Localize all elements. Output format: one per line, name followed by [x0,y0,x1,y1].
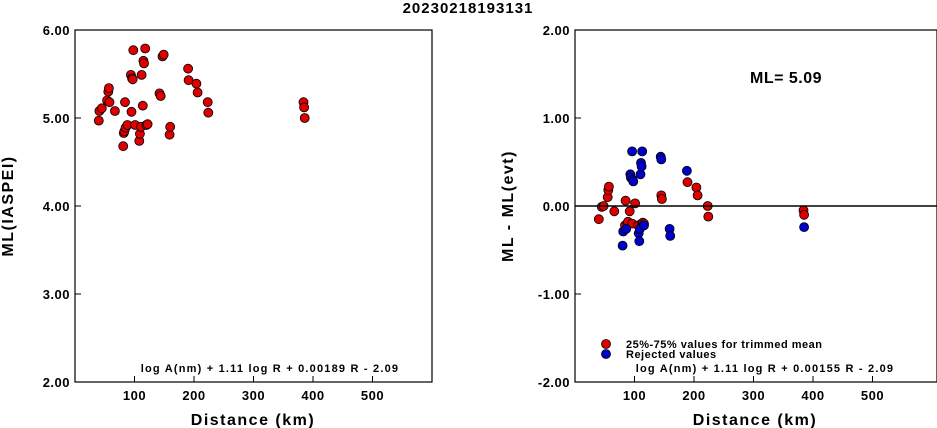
right-y-tick-label: -1.00 [538,287,570,302]
left-accepted-point [120,97,130,108]
right-x-tick-label: 400 [801,388,824,403]
right-y-tick-label: 2.00 [543,23,570,38]
left-accepted-point [140,43,151,54]
right-rejected-point [627,146,637,157]
left-accepted-point [128,45,139,56]
left-accepted-point [142,119,153,130]
left-accepted-point [93,115,104,126]
left-accepted-point [158,49,169,60]
right-accepted-point [604,181,614,192]
right-rejected-point [628,176,639,187]
right-accepted-point [692,190,703,201]
right-y-tick-label: -2.00 [538,375,570,390]
right-x-tick-label: 100 [623,388,646,403]
left-accepted-point [127,74,138,85]
left-x-tick-label: 500 [361,388,384,403]
ml-vs-distance-panel: ML(IASPEI) Distance (km) log A(nm) + 1.1… [0,23,433,428]
legend-rejected-label: Rejected values [626,349,717,361]
right-formula-text: log A(nm) + 1.11 log R + 0.00155 R - 2.0… [636,363,895,375]
left-accepted-point [299,113,310,123]
left-accepted-point [136,70,147,80]
left-accepted-point [139,58,149,69]
left-accepted-point [104,83,114,93]
left-accepted-point [104,97,115,108]
left-accepted-point [183,63,194,74]
left-accepted-point [118,141,129,152]
left-y-tick-label: 5.00 [43,111,70,126]
legend-rejected-marker [601,349,611,359]
right-rejected-point [799,222,809,233]
left-y-tick-label: 4.00 [43,199,70,214]
left-x-axis-label: Distance (km) [191,412,315,428]
right-y-tick-label: 0.00 [543,199,570,214]
left-y-tick-label: 6.00 [43,23,70,38]
left-accepted-point [96,103,107,114]
left-accepted-point [191,78,202,89]
left-x-tick-label: 300 [242,388,265,403]
right-x-axis-label: Distance (km) [693,412,817,428]
left-accepted-point [126,106,137,117]
right-rejected-point [639,220,649,231]
legend-accepted-label: 25%-75% values for trimmed mean [626,339,822,351]
right-x-tick-label: 300 [742,388,765,403]
right-rejected-point [636,161,647,172]
right-accepted-point [593,214,604,225]
left-accepted-point [202,97,213,108]
left-accepted-point [192,87,203,98]
right-accepted-point [703,211,714,222]
left-x-tick-label: 400 [301,388,324,403]
figure-title: 20230218193131 [403,0,534,17]
right-accepted-point [624,206,635,217]
right-y-axis-label: ML - ML(evt) [500,150,517,262]
right-y-tick-label: 1.00 [543,111,570,126]
left-accepted-point [299,102,310,113]
right-x-tick-label: 200 [682,388,705,403]
left-accepted-point [165,121,176,132]
left-accepted-point [110,106,120,116]
left-y-tick-label: 3.00 [43,287,70,302]
right-accepted-point [657,194,667,204]
left-plot-frame [74,29,433,383]
right-accepted-point [799,209,809,220]
left-x-tick-label: 200 [182,388,205,403]
right-rejected-point [656,154,667,165]
ml-value-annotation: ML= 5.09 [750,70,822,87]
right-accepted-point [609,206,620,217]
left-accepted-point [203,107,214,118]
left-x-tick-label: 100 [123,388,146,403]
right-rejected-point [634,236,645,247]
ml-residual-panel: ML - ML(evt) Distance (km) ML= 5.09 25%-… [500,23,937,428]
right-rejected-point [621,223,632,234]
right-rejected-point [637,146,648,157]
right-x-tick-label: 500 [861,388,884,403]
left-accepted-point [137,100,148,111]
right-accepted-point [682,177,693,188]
right-rejected-point [682,165,692,176]
right-rejected-point [665,230,676,241]
left-y-tick-label: 2.00 [43,375,70,390]
left-y-axis-label: ML(IASPEI) [0,155,17,256]
right-rejected-point [617,240,628,251]
legend-accepted-marker [601,339,611,349]
right-accepted-point [620,195,631,206]
left-accepted-point [155,91,166,101]
left-formula-text: log A(nm) + 1.11 log R + 0.00189 R - 2.0… [141,363,400,375]
